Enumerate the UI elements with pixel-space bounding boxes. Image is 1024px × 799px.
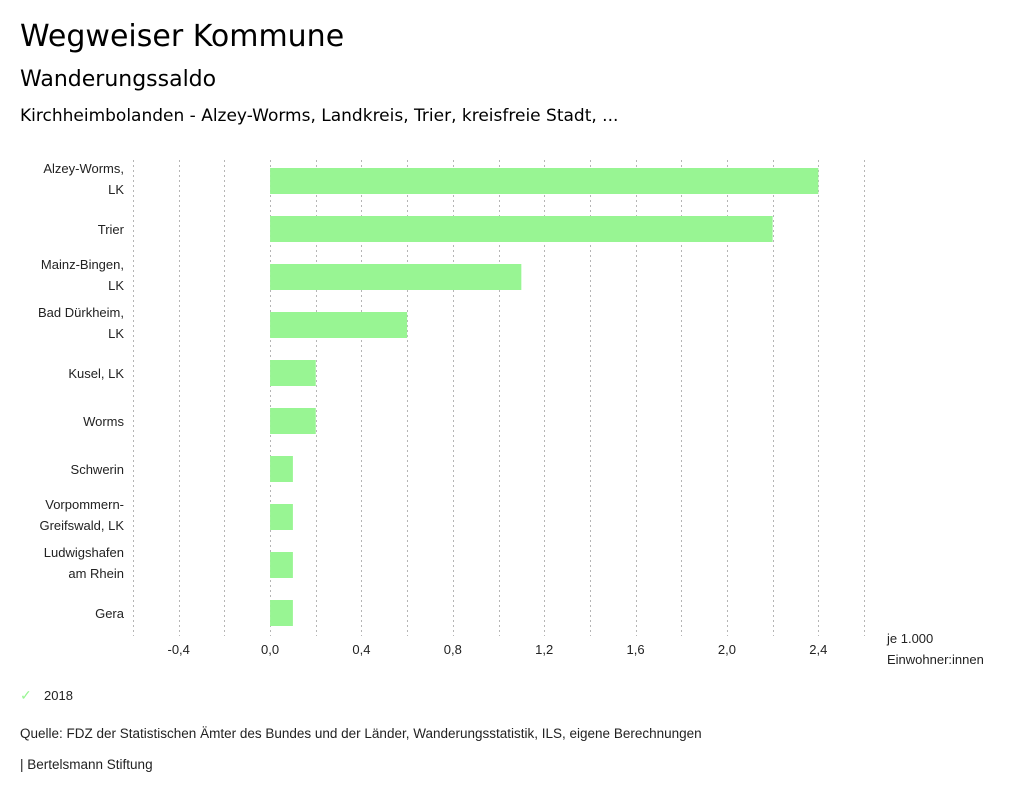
chart-title: Wanderungssaldo [20, 67, 217, 92]
source-note: Quelle: FDZ der Statistischen Ämter des … [20, 726, 702, 741]
x-tick-label: 0,4 [352, 642, 370, 657]
category-label-line: Bad Dürkheim, [38, 305, 124, 320]
category-label: Mainz-Bingen, LK [41, 257, 124, 293]
x-tick-label: -0,4 [167, 642, 189, 657]
category-label-line: Alzey-Worms, [43, 161, 124, 176]
category-label-line: LK [108, 326, 124, 341]
category-label: Kusel, LK [68, 366, 124, 381]
category-label: Worms [83, 414, 124, 429]
x-axis-unit-line: Einwohner:innen [887, 652, 984, 667]
x-tick-label: 1,2 [535, 642, 553, 657]
category-label-line: Ludwigshafen [44, 545, 124, 560]
bar[interactable] [270, 168, 819, 194]
category-label: Ludwigshafen am Rhein [44, 545, 124, 581]
bar[interactable] [270, 216, 773, 242]
bar[interactable] [270, 456, 293, 482]
category-label-line: Mainz-Bingen, [41, 257, 124, 272]
bar[interactable] [270, 312, 408, 338]
category-label: Bad Dürkheim, LK [38, 305, 124, 341]
category-label: Alzey-Worms, LK [43, 161, 124, 197]
category-label-line: am Rhein [68, 566, 124, 581]
category-label: Schwerin [71, 462, 124, 477]
category-label-line: LK [108, 278, 124, 293]
bar[interactable] [270, 552, 293, 578]
legend[interactable]: ✓ 2018 [20, 687, 73, 704]
bars [270, 168, 819, 626]
x-tick-label: 0,0 [261, 642, 279, 657]
category-label: Gera [95, 606, 125, 621]
app-title: Wegweiser Kommune [20, 19, 345, 54]
x-axis-unit-line: je 1.000 [886, 631, 933, 646]
bar[interactable] [270, 264, 522, 290]
brand-credit: | Bertelsmann Stiftung [20, 757, 153, 772]
bar[interactable] [270, 504, 293, 530]
x-tick-label: 1,6 [627, 642, 645, 657]
legend-label-2018: 2018 [44, 688, 73, 703]
x-tick-label: 0,8 [444, 642, 462, 657]
x-tick-label: 2,4 [809, 642, 827, 657]
x-tick-labels: -0,4 0,0 0,4 0,8 1,2 1,6 2,0 2,4 [167, 642, 827, 657]
category-label: Trier [98, 222, 125, 237]
category-label-line: Vorpommern- [45, 497, 124, 512]
x-axis-unit-label: je 1.000 Einwohner:innen [886, 631, 984, 667]
selection-subtitle: Kirchheimbolanden - Alzey-Worms, Landkre… [20, 106, 619, 126]
category-label-line: Greifswald, LK [39, 518, 124, 533]
bar[interactable] [270, 600, 293, 626]
bar[interactable] [270, 408, 316, 434]
bar[interactable] [270, 360, 316, 386]
check-icon[interactable]: ✓ [20, 687, 32, 703]
x-tick-label: 2,0 [718, 642, 736, 657]
category-label-line: LK [108, 182, 124, 197]
category-label: Vorpommern- Greifswald, LK [39, 497, 124, 533]
